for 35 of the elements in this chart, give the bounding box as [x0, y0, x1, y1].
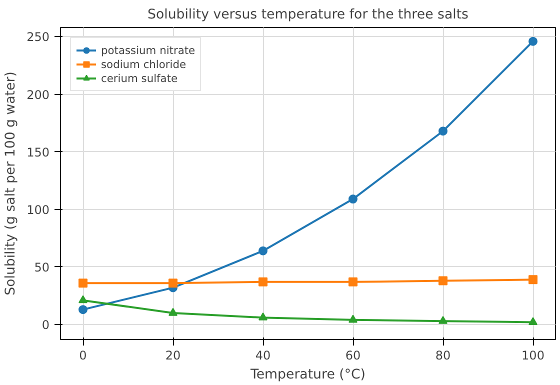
x-axis-title: Temperature (°C) [249, 368, 366, 382]
point [348, 277, 358, 286]
y-tick-label: 250 [26, 30, 50, 44]
legend-label: sodium chloride [101, 57, 186, 71]
point [438, 316, 448, 324]
point [528, 317, 538, 326]
point [168, 308, 178, 316]
point [78, 295, 88, 304]
x-tick-label: 20 [165, 348, 181, 362]
y-tick-label: 100 [26, 202, 50, 217]
y-tick-label: 50 [34, 260, 50, 274]
x-tick-label: 40 [255, 348, 271, 362]
x-tick-label: 100 [522, 348, 544, 362]
y-axis-title: Solubility (g salt per 100 g water) [4, 72, 19, 296]
point [258, 246, 268, 256]
x-tick-label: 80 [435, 348, 451, 362]
point [348, 314, 358, 323]
y-tick-label: 0 [42, 318, 50, 332]
point [528, 275, 538, 284]
legend-label: cerium sulfate [101, 71, 178, 85]
point [78, 305, 88, 314]
point [258, 277, 268, 286]
point [78, 278, 88, 288]
legend-label: potassium nitrate [101, 43, 196, 57]
point [168, 278, 178, 288]
y-tick-label: 200 [26, 88, 50, 102]
x-tick-label: 60 [345, 348, 361, 362]
chart-title: Solubility versus temperature for the three salts [148, 8, 469, 22]
point [258, 312, 268, 320]
y-tick-label: 150 [26, 145, 50, 160]
point [438, 276, 448, 286]
point [348, 194, 358, 204]
point [438, 126, 448, 136]
x-tick-label: 0 [79, 348, 87, 362]
point [528, 36, 538, 46]
